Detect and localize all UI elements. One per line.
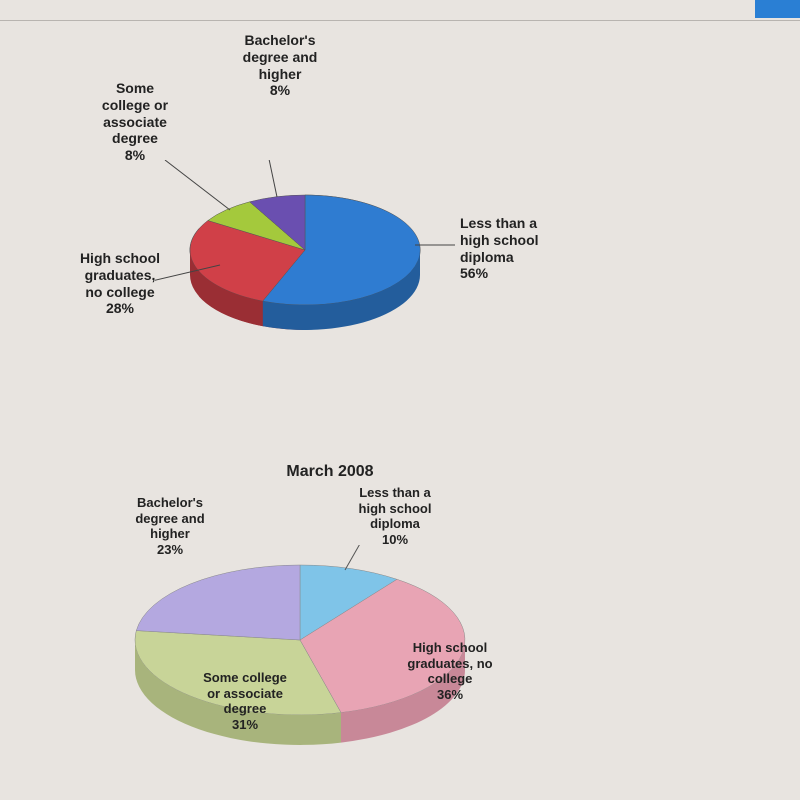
label-less-than-2: Less than ahigh schooldiploma10% xyxy=(330,485,460,547)
divider-line xyxy=(0,20,800,21)
slice2-bachelors xyxy=(136,565,300,640)
top-right-tab xyxy=(755,0,800,18)
label-high-school-2: High schoolgraduates, nocollege36% xyxy=(380,640,520,702)
label-high-school-1: High schoolgraduates,no college28% xyxy=(60,250,180,317)
label-bachelors-1: Bachelor'sdegree andhigher8% xyxy=(220,32,340,99)
chart2-leaders xyxy=(345,545,365,570)
chart1-top xyxy=(190,195,420,305)
label-some-college-1: Somecollege orassociatedegree8% xyxy=(80,80,190,164)
pie-chart-1 xyxy=(155,160,455,360)
label-bachelors-2: Bachelor'sdegree andhigher23% xyxy=(110,495,230,557)
label-less-than-1: Less than ahigh schooldiploma56% xyxy=(460,215,580,282)
label-some-college-2: Some collegeor associatedegree31% xyxy=(175,670,315,732)
page-root: { "background_color": "#e8e4e0", "font_f… xyxy=(0,0,800,800)
chart2-title: March 2008 xyxy=(255,462,405,481)
